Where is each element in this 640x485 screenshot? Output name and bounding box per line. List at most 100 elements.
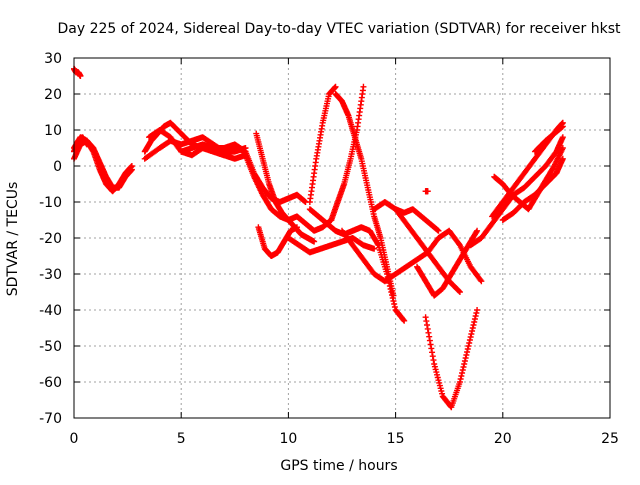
series-track-4	[71, 65, 84, 79]
y-tick-label: 30	[44, 51, 62, 67]
data-point	[426, 337, 433, 344]
y-tick-label: 0	[53, 159, 62, 175]
data-point	[559, 123, 566, 130]
data-point	[458, 373, 465, 379]
y-tick-label: -20	[39, 231, 62, 247]
data-point	[424, 325, 431, 332]
data-point	[293, 224, 300, 231]
series-track-17	[332, 91, 397, 299]
chart-title: Day 225 of 2024, Sidereal Day-to-day VTE…	[58, 21, 621, 37]
y-tick-label: 10	[44, 123, 62, 139]
data-point	[427, 341, 434, 348]
data-point	[371, 245, 378, 252]
y-tick-label: -30	[39, 267, 62, 283]
x-tick-label: 0	[70, 431, 79, 447]
data-point	[374, 241, 381, 247]
series-track-27	[491, 145, 566, 213]
series-track-18	[339, 227, 485, 285]
data-point	[311, 238, 318, 245]
x-tick-label: 20	[494, 431, 512, 447]
data-point	[428, 345, 435, 352]
data-point	[424, 322, 431, 328]
data-point	[466, 340, 473, 346]
data-point	[465, 343, 472, 349]
data-point	[83, 141, 90, 148]
data-point	[430, 357, 437, 364]
data-point	[456, 379, 463, 385]
data-point	[456, 288, 463, 295]
data-point	[400, 316, 407, 323]
y-tick-label: -10	[39, 195, 62, 211]
series-track-21	[422, 307, 481, 411]
x-tick-label: 25	[601, 431, 619, 447]
data-point	[390, 292, 397, 299]
y-axis-label: SDTVAR / TECUs	[5, 182, 21, 297]
data-point	[469, 325, 476, 331]
series-track-24	[467, 134, 566, 249]
x-tick-label: 5	[177, 431, 186, 447]
data-point	[463, 352, 470, 358]
data-point	[468, 331, 475, 337]
y-tick-label: 20	[44, 87, 62, 103]
series-track-16	[328, 83, 367, 223]
data-point	[360, 83, 367, 90]
y-tick-label: -60	[39, 375, 62, 391]
data-point	[459, 370, 466, 376]
series-track-23	[422, 188, 431, 195]
axis-ticks: 0 5 10 15 20 25 -70 -60 -50 -40 -30 -20 -10 0 10 20 30	[39, 51, 619, 447]
series-track-14	[306, 83, 339, 205]
data-point	[423, 318, 430, 325]
data-point	[422, 314, 429, 321]
data-point	[559, 155, 566, 162]
data-point	[471, 319, 478, 325]
data-point	[425, 329, 432, 336]
data-point	[457, 376, 464, 382]
data-point	[467, 334, 474, 340]
y-tick-label: -50	[39, 339, 62, 355]
data-point	[391, 304, 398, 310]
y-tick-label: -40	[39, 303, 62, 319]
data-point	[478, 278, 485, 285]
data-point	[472, 313, 479, 319]
x-axis-label: GPS time / hours	[280, 458, 397, 474]
data-point	[462, 355, 469, 361]
data-point	[429, 349, 436, 356]
series-track-22	[414, 227, 481, 299]
data-point	[470, 322, 477, 328]
series-track-28	[531, 123, 566, 155]
x-tick-label: 15	[387, 431, 405, 447]
data-point	[464, 346, 471, 352]
data-point	[461, 358, 468, 364]
data-point	[474, 307, 481, 313]
data-point	[128, 166, 135, 173]
data-point	[473, 310, 480, 316]
data-point	[469, 328, 476, 334]
data-point	[77, 73, 84, 79]
data-point	[332, 83, 339, 90]
data-point	[559, 145, 566, 151]
series-track-20	[392, 206, 442, 234]
data-point	[429, 353, 436, 360]
data-point	[559, 134, 566, 141]
data-point	[460, 364, 467, 370]
data-point	[456, 289, 463, 295]
data-point	[435, 227, 442, 234]
data-point	[401, 317, 408, 324]
data-point	[459, 367, 466, 373]
data-point	[424, 188, 431, 195]
data-point	[464, 349, 471, 355]
data-point	[477, 277, 484, 283]
data-point	[391, 301, 398, 307]
series-track-12	[255, 224, 300, 259]
data-point	[466, 337, 473, 343]
data-point	[471, 316, 478, 322]
x-tick-label: 10	[279, 431, 297, 447]
data-point	[474, 227, 481, 234]
series-track-19	[371, 199, 463, 295]
y-tick-label: -70	[39, 411, 62, 427]
data-point	[390, 298, 397, 304]
data-point	[426, 333, 433, 340]
